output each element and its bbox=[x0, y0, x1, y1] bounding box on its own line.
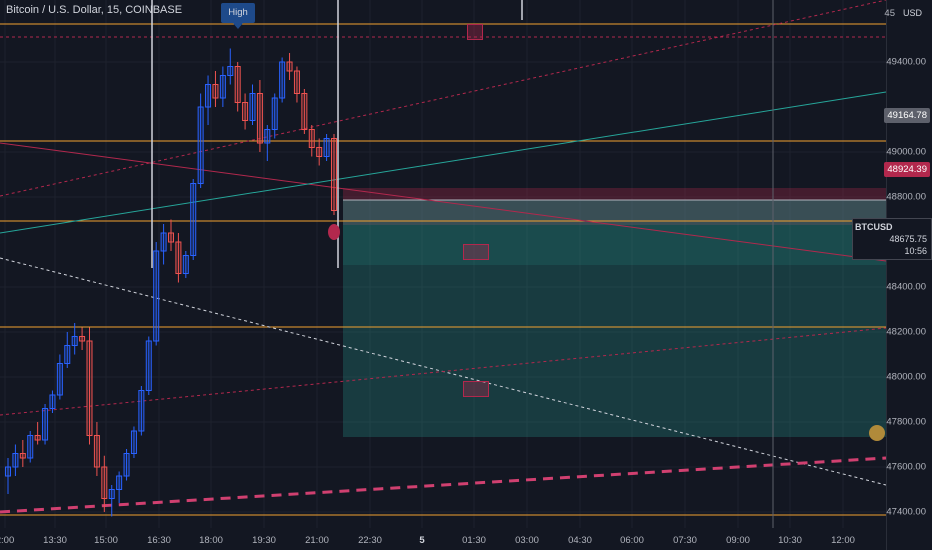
candle-body[interactable] bbox=[271, 97, 278, 130]
candle-body[interactable] bbox=[234, 66, 241, 103]
candle-body[interactable] bbox=[145, 340, 152, 391]
candle-body[interactable] bbox=[138, 390, 145, 432]
time-tick-label: 21:00 bbox=[305, 535, 329, 546]
candle-body[interactable] bbox=[27, 435, 34, 459]
dotted-channel-line[interactable] bbox=[0, 0, 887, 197]
candle-body[interactable] bbox=[79, 336, 86, 342]
candle-body[interactable] bbox=[153, 250, 160, 342]
candle-body[interactable] bbox=[323, 138, 330, 157]
trend-line[interactable] bbox=[0, 142, 887, 262]
candle-body[interactable] bbox=[227, 66, 234, 76]
price-tick-label: 47400.00 bbox=[886, 506, 926, 518]
candle-body[interactable] bbox=[212, 84, 219, 99]
price-tick-label: 49000.00 bbox=[886, 146, 926, 158]
time-tick-label: 5 bbox=[419, 535, 425, 546]
candle-body[interactable] bbox=[71, 336, 78, 346]
candle-body[interactable] bbox=[264, 129, 271, 144]
candle-body[interactable] bbox=[175, 241, 182, 274]
current-symbol: BTCUSD bbox=[855, 222, 893, 232]
chart-grid bbox=[0, 0, 886, 528]
candle-body[interactable] bbox=[116, 475, 123, 490]
time-tick-label: 15:00 bbox=[94, 535, 118, 546]
candle-body[interactable] bbox=[316, 147, 323, 157]
candle-body[interactable] bbox=[168, 232, 174, 243]
candle-body[interactable] bbox=[249, 93, 256, 121]
time-tick-label: 01:30 bbox=[462, 535, 486, 546]
time-tick-label: 04:30 bbox=[568, 535, 592, 546]
time-tick-label: 06:00 bbox=[620, 535, 644, 546]
candle-body[interactable] bbox=[64, 345, 71, 364]
candle-body[interactable] bbox=[219, 75, 226, 99]
time-tick-label: 19:30 bbox=[252, 535, 276, 546]
stop-marker[interactable] bbox=[463, 381, 489, 397]
price-tag-red: 48924.39 bbox=[884, 162, 930, 177]
candle-body[interactable] bbox=[101, 466, 108, 499]
time-tick-label: 22:30 bbox=[358, 535, 382, 546]
candle-body[interactable] bbox=[19, 453, 26, 459]
candle-body[interactable] bbox=[308, 129, 315, 148]
candle-body[interactable] bbox=[93, 435, 100, 468]
candle-body[interactable] bbox=[108, 489, 115, 499]
take-profit-inner-zone[interactable] bbox=[343, 200, 886, 265]
price-tick-label: 48800.00 bbox=[886, 191, 926, 203]
position-zones bbox=[343, 188, 886, 437]
time-tick-label: 03:00 bbox=[515, 535, 539, 546]
price-tick-label: 47600.00 bbox=[886, 461, 926, 473]
candle-body[interactable] bbox=[293, 70, 300, 94]
time-tick-label: 2:00 bbox=[0, 535, 15, 546]
time-tick-label: 07:30 bbox=[673, 535, 697, 546]
candle-body[interactable] bbox=[123, 453, 130, 477]
time-tick-label: 12:00 bbox=[831, 535, 855, 546]
candle-body[interactable] bbox=[190, 183, 197, 256]
price-tick-label: 48000.00 bbox=[886, 371, 926, 383]
candle-body[interactable] bbox=[130, 430, 137, 454]
candle-body[interactable] bbox=[86, 340, 93, 436]
candle-body[interactable] bbox=[256, 93, 263, 144]
candle-body[interactable] bbox=[160, 232, 167, 252]
candlestick-series bbox=[5, 48, 337, 517]
trend-line[interactable] bbox=[0, 91, 887, 234]
time-tick-label: 16:30 bbox=[147, 535, 171, 546]
price-tick-label: 49400.00 bbox=[886, 56, 926, 68]
time-tick-label: 18:00 bbox=[199, 535, 223, 546]
current-price: 48675.75 bbox=[889, 234, 927, 244]
thick-dashed-trend-line[interactable] bbox=[0, 456, 887, 514]
bar-countdown: 10:56 bbox=[904, 246, 927, 256]
currency-label[interactable]: USD bbox=[902, 8, 922, 18]
candle-body[interactable] bbox=[205, 84, 212, 108]
high-marker[interactable]: High bbox=[221, 3, 255, 23]
drawing-lines bbox=[0, 0, 887, 528]
candle-body[interactable] bbox=[182, 255, 189, 274]
candle-body[interactable] bbox=[5, 466, 11, 477]
price-tag-top-partial: 45 bbox=[884, 8, 895, 19]
candle-body[interactable] bbox=[301, 93, 308, 130]
stop-loss-zone[interactable] bbox=[343, 188, 886, 225]
candle-body[interactable] bbox=[42, 408, 49, 441]
time-tick-label: 10:30 bbox=[778, 535, 802, 546]
price-axis[interactable]: USD bbox=[886, 0, 932, 550]
candle-body[interactable] bbox=[331, 138, 337, 211]
time-tick-label: 13:30 bbox=[43, 535, 67, 546]
price-tick-label: 48200.00 bbox=[886, 326, 926, 338]
symbol-title[interactable]: Bitcoin / U.S. Dollar, 15, COINBASE bbox=[6, 4, 183, 16]
candle-body[interactable] bbox=[242, 102, 249, 121]
candle-body[interactable] bbox=[49, 394, 56, 409]
candle-body[interactable] bbox=[12, 453, 19, 468]
candle-body[interactable] bbox=[286, 61, 293, 72]
dotted-channel-line[interactable] bbox=[0, 327, 887, 416]
candle-body[interactable] bbox=[56, 363, 63, 396]
price-tag-grey: 49164.78 bbox=[884, 108, 930, 123]
take-profit-zone[interactable] bbox=[343, 200, 886, 437]
candle-body[interactable] bbox=[197, 106, 204, 184]
current-price-label: BTCUSD 48675.75 10:56 bbox=[852, 218, 932, 260]
price-tick-label: 47800.00 bbox=[886, 416, 926, 428]
price-tick-label: 48400.00 bbox=[886, 281, 926, 293]
high-marker-arrow bbox=[232, 22, 244, 29]
entry-marker[interactable] bbox=[463, 244, 489, 260]
target-marker[interactable] bbox=[467, 24, 483, 40]
time-tick-label: 09:00 bbox=[726, 535, 750, 546]
candle-body[interactable] bbox=[34, 435, 41, 441]
candle-body[interactable] bbox=[279, 61, 286, 99]
